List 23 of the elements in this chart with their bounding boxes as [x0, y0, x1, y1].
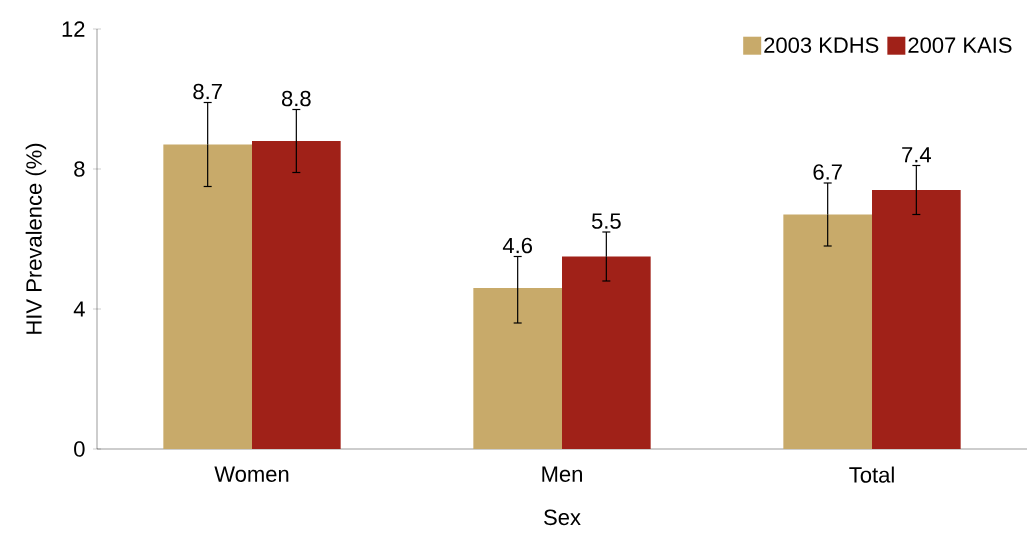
x-tick-label: Women: [214, 466, 289, 482]
y-tick-label: 8: [74, 161, 85, 177]
data-label: 8.7: [193, 83, 222, 100]
bar: [872, 190, 961, 449]
data-label: 7.4: [902, 147, 931, 163]
data-label: 5.5: [591, 213, 621, 229]
data-label: 4.6: [502, 237, 532, 254]
bar: [473, 288, 562, 449]
bar: [163, 144, 252, 449]
bar: [562, 256, 651, 449]
bar: [252, 141, 341, 449]
y-tick-label: 0: [74, 441, 85, 457]
y-tick-label: 4: [73, 301, 85, 317]
y-axis-title: HIV Prevalence (%): [25, 143, 47, 334]
legend-label: 2003 KDHS: [764, 37, 879, 53]
data-label: 6.7: [813, 164, 842, 180]
x-tick-label: Men: [542, 466, 582, 482]
y-tick-label: 12: [62, 21, 85, 37]
x-tick-label: Total: [849, 466, 894, 483]
bar: [783, 214, 873, 449]
legend-label: 2007 KAIS: [908, 37, 1012, 53]
x-axis-title: Sex: [544, 509, 581, 526]
data-label: 8.8: [281, 90, 311, 107]
